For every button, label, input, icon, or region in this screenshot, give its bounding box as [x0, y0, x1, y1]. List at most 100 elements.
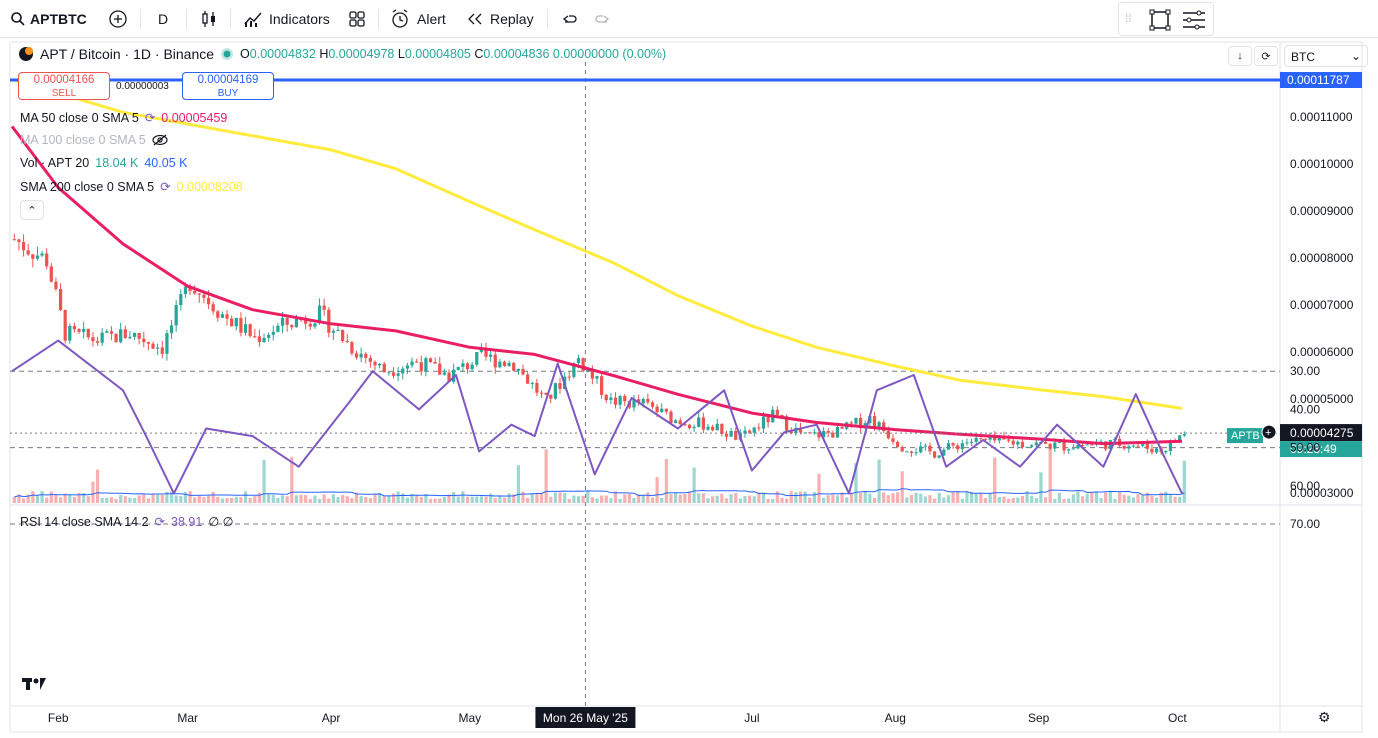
volume-bar: [775, 491, 779, 503]
chart-type-button[interactable]: [200, 6, 218, 32]
settings-icon[interactable]: ⟳: [144, 111, 156, 125]
volume-bar: [1150, 495, 1154, 503]
volume-bar: [146, 498, 151, 503]
candle-body: [609, 397, 613, 401]
volume-bar: [1108, 491, 1112, 503]
volume-bar: [489, 493, 493, 503]
ma100-legend[interactable]: MA 100 close 0 SMA 5: [20, 133, 168, 147]
undo-button[interactable]: [560, 6, 578, 32]
buy-button[interactable]: 0.00004169 BUY: [182, 72, 274, 100]
volume-bar: [576, 496, 581, 503]
sell-label: SELL: [51, 88, 77, 99]
rsi-legend[interactable]: RSI 14 close SMA 14 2 ⟳ 38.91 ∅ ∅: [20, 514, 234, 530]
add-symbol-button[interactable]: [108, 6, 128, 32]
volume-bar: [49, 491, 53, 503]
candle-body: [461, 363, 465, 367]
volume-bar: [650, 497, 655, 503]
sell-button[interactable]: 0.00004166 SELL: [18, 72, 110, 100]
volume-bar: [359, 496, 363, 503]
candle-body: [969, 441, 974, 443]
volume-bar: [290, 456, 294, 503]
volume-bar: [294, 495, 299, 503]
candle-body: [521, 368, 525, 375]
redo-button[interactable]: [594, 6, 612, 32]
candle-body: [544, 392, 548, 395]
volume-bar: [664, 458, 668, 503]
ma50-legend[interactable]: MA 50 close 0 SMA 5 ⟳ 0.00005459: [20, 110, 227, 126]
volume-bar: [683, 494, 687, 503]
volume-bar: [974, 493, 978, 503]
volume-bar: [230, 497, 234, 503]
crosshair-date-tag: [535, 707, 636, 728]
indicators-button[interactable]: Indicators: [243, 6, 330, 32]
symbol-name: APTBTC: [30, 11, 87, 27]
candle-body: [812, 432, 816, 434]
interval-label: D: [158, 11, 169, 27]
candle-body: [1168, 440, 1173, 451]
candle-body: [391, 372, 396, 376]
symbol-search-button[interactable]: APTBTC: [10, 6, 87, 32]
drag-handle-icon[interactable]: ⁞⁞: [1125, 11, 1132, 25]
volume-bar: [40, 491, 44, 503]
currency-select[interactable]: BTC ⌄: [1284, 45, 1368, 67]
candle-body: [169, 325, 174, 334]
candle-body: [1043, 441, 1048, 444]
volume-bar: [456, 496, 460, 503]
candle-body: [572, 363, 576, 377]
tv-logo-icon: [22, 678, 46, 690]
volume-legend[interactable]: Vol · APT 20 18.04 K 40.05 K: [20, 156, 187, 170]
interval-button[interactable]: D: [158, 6, 168, 32]
add-symbol-icon: [109, 10, 127, 28]
eye-hidden-icon[interactable]: [152, 134, 168, 146]
candle-body: [877, 422, 881, 427]
candle-body: [720, 423, 724, 434]
candle-body: [211, 304, 215, 312]
volume-bar: [660, 498, 664, 503]
volume-bar: [197, 494, 201, 503]
volume-bar: [1006, 498, 1011, 503]
volume-bar: [563, 493, 567, 503]
alert-button[interactable]: Alert: [390, 6, 446, 32]
replay-button[interactable]: Replay: [466, 6, 534, 32]
volume-bar: [872, 497, 877, 503]
volume-bar: [82, 493, 86, 503]
templates-button[interactable]: [348, 6, 366, 32]
volume-bar: [886, 495, 890, 503]
volume-bar: [761, 492, 766, 503]
fullscreen-icon[interactable]: [1149, 9, 1171, 31]
volume-bar: [965, 491, 969, 503]
volume-bar: [669, 494, 673, 503]
volume-bar: [544, 449, 548, 503]
volume-label: Vol · APT 20: [20, 156, 90, 170]
settings-icon[interactable]: ⟳: [154, 515, 166, 529]
candle-body: [498, 361, 502, 368]
candle-body: [516, 368, 521, 371]
volume-bar: [1053, 498, 1057, 503]
candle-body: [539, 392, 544, 394]
sma200-legend[interactable]: SMA 200 close 0 SMA 5 ⟳ 0.00008208: [20, 179, 243, 195]
candle-body: [433, 361, 437, 364]
download-button[interactable]: ↓: [1228, 46, 1252, 66]
collapse-legend-button[interactable]: ⌃: [20, 200, 44, 220]
volume-bar: [946, 495, 951, 503]
settings-icon[interactable]: ⟳: [160, 180, 171, 194]
tradingview-logo[interactable]: [22, 676, 52, 697]
menu-icon[interactable]: [1181, 9, 1207, 31]
volume-bar: [193, 497, 197, 503]
sync-button[interactable]: ⟳: [1254, 46, 1278, 66]
volume-bar: [1127, 495, 1131, 503]
top-toolbar: APTBTC D Indicators Alert Replay: [0, 0, 1378, 38]
volume-bar: [91, 481, 95, 503]
volume-bar: [475, 496, 479, 503]
volume-bar: [452, 491, 456, 503]
candle-body: [378, 363, 382, 366]
volume-bar: [637, 494, 641, 503]
chart-settings-button[interactable]: ⚙: [1318, 709, 1331, 726]
candle-body: [26, 250, 30, 255]
volume-bar: [535, 492, 539, 503]
sell-price: 0.00004166: [33, 74, 95, 86]
candle-body: [21, 242, 26, 251]
volume-bar: [826, 495, 830, 503]
candle-body: [729, 430, 733, 437]
